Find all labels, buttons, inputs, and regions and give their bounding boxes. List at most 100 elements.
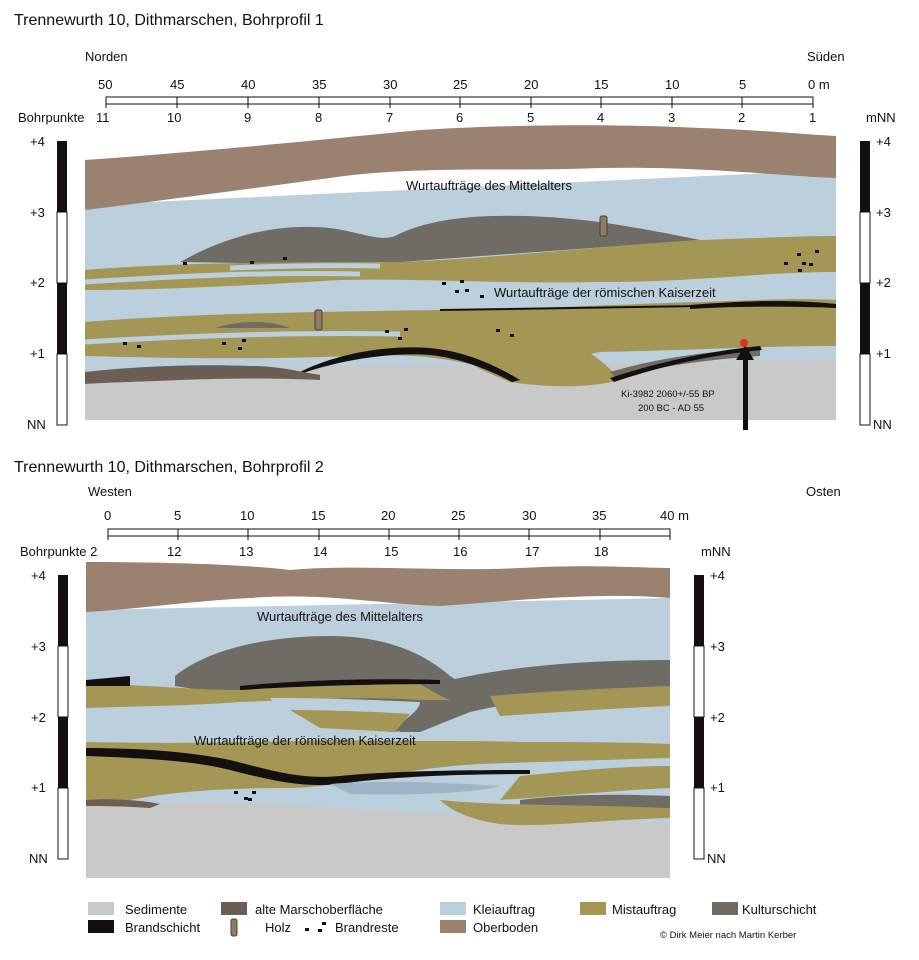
profile2-brandreste-icons [234, 791, 256, 801]
profile2-level-bar-right [693, 575, 705, 860]
profile1-title: Trennewurth 10, Dithmarschen, Bohrprofil… [14, 12, 324, 29]
profile2-bohrpunkt: 15 [384, 544, 399, 559]
profile2-level-label: +3 [710, 639, 725, 654]
profile1-dating-label: Ki-3982 2060+/-55 BP [621, 389, 715, 400]
profile1-scale-ticks [105, 97, 814, 108]
profile1-bohrpunkt: 7 [386, 110, 394, 125]
legend-swatch-klei [440, 902, 466, 915]
profile1-scale-tick: 35 [312, 77, 327, 92]
profile1-level-label: +3 [30, 205, 45, 220]
profile2-scale-tick: 30 [522, 508, 537, 523]
profile2-level-label: +3 [31, 639, 46, 654]
profile2-brand-layer [86, 676, 130, 686]
profile2-scale-ticks [107, 529, 671, 540]
profile2-mist-band-upper [86, 684, 450, 708]
profile2-level-label: +4 [710, 568, 725, 583]
profile1-mist-band-lower [85, 299, 836, 380]
profile1-mist-band-upper [85, 236, 836, 290]
profile2-direction-west: Westen [88, 484, 132, 499]
profile2-scale-tick: 40 m [660, 508, 689, 523]
profile2-bohrpunkt: 12 [167, 544, 182, 559]
profile1-level-label: +4 [30, 134, 45, 149]
legend-label-marsch: alte Marschoberfläche [255, 902, 383, 917]
profile1-level-label: +4 [876, 134, 891, 149]
profile1-oberboden-layer [85, 125, 836, 210]
profile2-scale-tick: 25 [451, 508, 466, 523]
profile2-direction-east: Osten [806, 484, 841, 499]
profile1-scale-tick: 45 [170, 77, 185, 92]
profile2-level-label: +2 [31, 710, 46, 725]
profile2-label-kaiserzeit: Wurtaufträge der römischen Kaiserzeit [194, 733, 416, 748]
profile1-scale-tick: 0 m [808, 77, 830, 92]
legend-holz-icon [230, 918, 238, 937]
profile2-label-mittelalter: Wurtaufträge des Mittelalters [257, 609, 423, 624]
profile2-mist-band-lower [86, 740, 670, 800]
profile2-bohrpunkt: 18 [594, 544, 609, 559]
profile1-bohrpunkt: 5 [527, 110, 535, 125]
legend-swatch-mist [580, 902, 606, 915]
profile1-kultur-mound [180, 215, 700, 265]
legend-label-brandreste: Brandreste [335, 920, 399, 935]
profile1-scale-tick: 10 [665, 77, 680, 92]
profile1-scale-tick: 50 [98, 77, 113, 92]
profile1-bohrpunkt: 9 [244, 110, 252, 125]
legend-label-mist: Mistauftrag [612, 902, 677, 917]
profile1-brandreste-icons [123, 250, 819, 350]
legend-label-brandschicht: Brandschicht [125, 920, 201, 935]
profile2-bohrpunkte-label: Bohrpunkte 2 [20, 544, 98, 559]
profile1-level-label: +1 [876, 346, 891, 361]
profile1-dating-range: 200 BC - AD 55 [638, 403, 705, 414]
profile2-level-label: +1 [31, 780, 46, 795]
profile2-bohrpunkt: 17 [525, 544, 540, 559]
profile1-scale-tick: 5 [739, 77, 747, 92]
profile1-level-bar-left [56, 141, 68, 426]
legend-brandreste-icon [305, 922, 326, 932]
profile1-level-label: NN [27, 417, 46, 432]
profile2-scale-tick: 15 [311, 508, 326, 523]
profile1-level-label: NN [873, 417, 892, 432]
profile2-section [57, 528, 705, 878]
profile1-label-kaiserzeit: Wurtaufträge der römischen Kaiserzeit [494, 285, 716, 300]
profile1-bohrpunkt: 1 [809, 110, 817, 125]
profile2-scale-tick: 35 [592, 508, 607, 523]
profile1-bohrpunkt: 6 [456, 110, 464, 125]
legend-swatch-sedimente [88, 902, 114, 915]
profile2-title: Trennewurth 10, Dithmarschen, Bohrprofil… [14, 459, 324, 476]
profile1-label-mittelalter: Wurtaufträge des Mittelalters [406, 178, 572, 193]
profile2-unit: mNN [701, 544, 731, 559]
profile1-bohrpunkte-label: Bohrpunkte [18, 110, 85, 125]
legend-swatch-brand [88, 920, 114, 933]
profile1-scale-tick: 30 [383, 77, 398, 92]
legend-swatch-marsch [221, 902, 247, 915]
profile2-bohrpunkt: 14 [313, 544, 328, 559]
legend-label-sedimente: Sedimente [125, 902, 188, 917]
profile1-bohrpunkt: 11 [96, 110, 110, 125]
profile1-holz-icon [599, 215, 608, 237]
profile1-scale-tick: 20 [524, 77, 539, 92]
profile2-level-label: +4 [31, 568, 46, 583]
profile2-oberboden-layer [86, 562, 670, 612]
profile1-dating-arrow [736, 339, 754, 430]
legend-swatch-oberboden [440, 920, 466, 933]
profile2-level-label: NN [707, 851, 726, 866]
profile2-scale-tick: 5 [174, 508, 182, 523]
profile1-bohrpunkt: 3 [668, 110, 676, 125]
profile1-holz-icon [314, 309, 323, 331]
credit: © Dirk Meier nach Martin Kerber [660, 930, 797, 941]
profile2-bohrpunkt: 13 [239, 544, 254, 559]
profile1-bohrpunkt: 10 [167, 110, 182, 125]
profile1-section [56, 96, 871, 430]
profile1-level-label: +2 [876, 275, 891, 290]
profile1-scale-tick: 15 [594, 77, 609, 92]
profile2-scale-tick: 0 [104, 508, 112, 523]
profile1-marsch-layer [85, 365, 320, 384]
profile2-marsch-layer [86, 799, 160, 808]
profile1-bohrpunkt: 2 [738, 110, 746, 125]
profile1-bohrpunkt: 4 [597, 110, 605, 125]
profile2-level-label: NN [29, 851, 48, 866]
legend-swatch-kultur [712, 902, 738, 915]
profile1-bohrpunkt: 8 [315, 110, 323, 125]
profile2-bohrpunkt: 16 [453, 544, 468, 559]
legend-swatches [88, 902, 738, 937]
profile1-level-label: +1 [30, 346, 45, 361]
